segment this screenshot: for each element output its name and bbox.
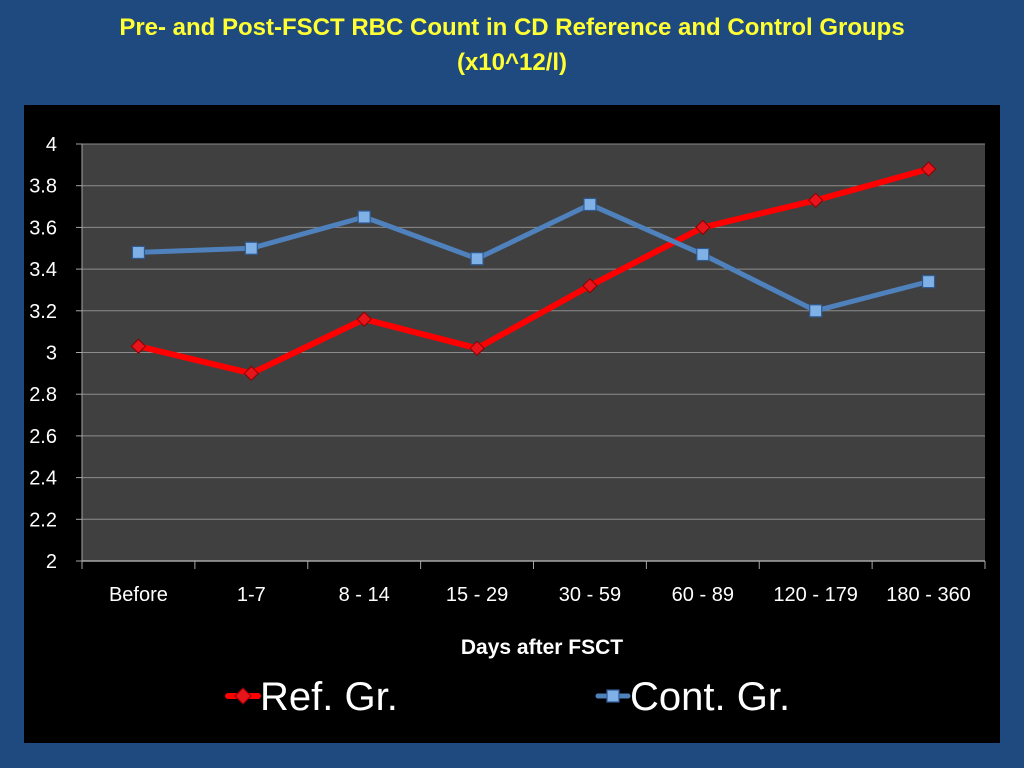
data-point-cont — [583, 197, 597, 212]
data-point-cont — [696, 247, 710, 262]
data-point-ref — [243, 365, 260, 382]
data-point-ref — [695, 219, 711, 236]
x-tick-label: 30 - 59 — [559, 584, 621, 606]
series-line-ref — [135, 166, 932, 377]
data-point-ref — [807, 192, 824, 209]
x-tick-label: 8 - 14 — [339, 584, 390, 606]
data-point-ref — [582, 278, 598, 294]
data-point-cont — [921, 275, 936, 289]
data-point-cont — [357, 210, 371, 224]
data-point-cont — [244, 241, 258, 255]
y-tick-label: 2 — [46, 551, 57, 573]
y-tick-label: 2.2 — [29, 509, 57, 531]
data-point-cont — [131, 245, 146, 260]
y-tick-label: 2.4 — [29, 468, 57, 490]
title-line-1: Pre- and Post-FSCT RBC Count in CD Refer… — [119, 14, 905, 41]
y-tick-label: 3.6 — [29, 217, 57, 239]
data-point-ref — [920, 161, 937, 177]
legend-label-cont: Cont. Gr. — [630, 675, 790, 719]
x-axis-title: Days after FSCT — [461, 636, 623, 659]
y-tick-label: 3.4 — [29, 259, 57, 281]
legend-marker-ref — [234, 687, 252, 705]
y-tick-label: 3.2 — [29, 301, 57, 323]
x-tick-label: 60 - 89 — [672, 584, 734, 606]
x-tick-label: 120 - 179 — [773, 584, 858, 606]
data-point-ref — [469, 340, 485, 357]
y-tick-label: 2.8 — [29, 384, 57, 406]
chart-panel: 2 2.2 2.4 2.6 2.8 3 3.2 3.4 3.6 3.8 4 Before 1-7 8 - … — [24, 105, 1000, 743]
legend-marker-cont — [606, 689, 620, 703]
data-point-ref — [130, 338, 147, 354]
x-tick-label: 15 - 29 — [446, 584, 508, 606]
series-line-cont — [135, 201, 932, 314]
slide-title: Pre- and Post-FSCT RBC Count in CD Refer… — [0, 10, 1024, 80]
data-point-ref — [356, 311, 372, 327]
y-tick-label: 4 — [46, 134, 57, 156]
y-tick-label: 3 — [46, 343, 57, 365]
y-tick-label: 3.8 — [29, 176, 57, 198]
data-point-cont — [470, 252, 484, 266]
line-chart: 2 2.2 2.4 2.6 2.8 3 3.2 3.4 3.6 3.8 4 Before 1-7 8 - … — [29, 134, 986, 719]
data-point-cont — [809, 304, 823, 318]
legend-label-ref: Ref. Gr. — [260, 675, 398, 719]
x-tick-label: 180 - 360 — [886, 584, 971, 606]
x-tick-label: 1-7 — [237, 584, 266, 606]
x-tick-label: Before — [109, 584, 168, 606]
y-tick-label: 2.6 — [29, 426, 57, 448]
title-line-2: (x10^12/l) — [456, 49, 568, 76]
